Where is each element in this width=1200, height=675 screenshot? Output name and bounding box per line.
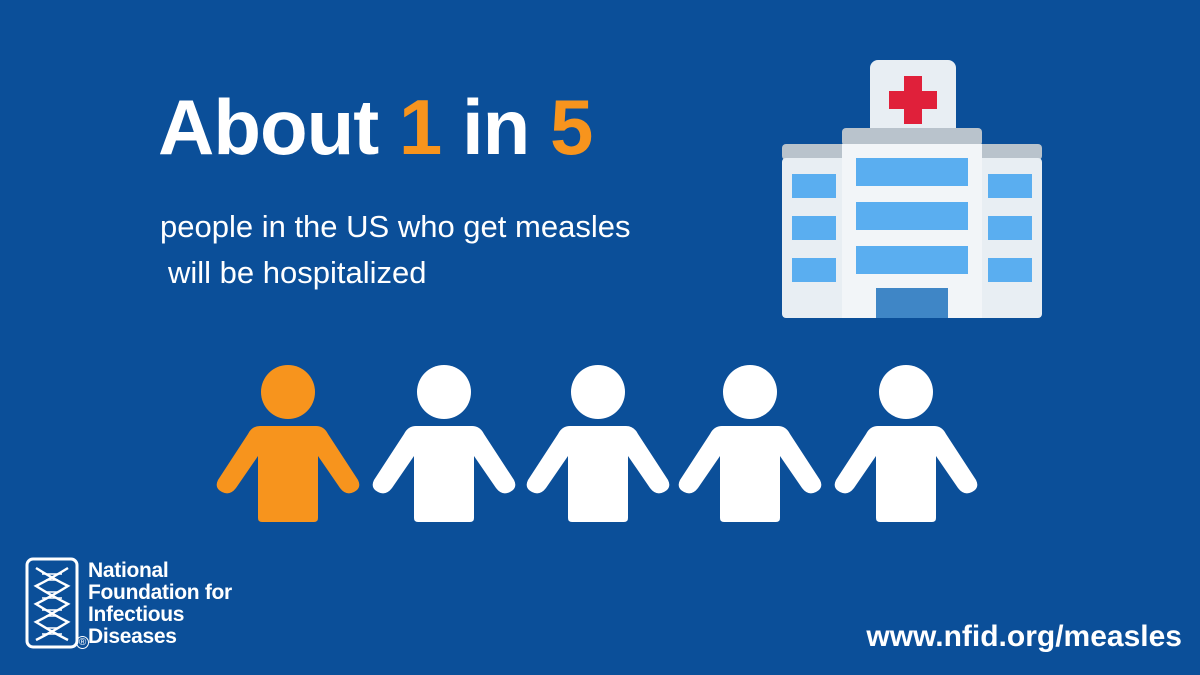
people-row [214,362,994,528]
registered-mark: ® [76,636,89,649]
website-url[interactable]: www.nfid.org/measles [866,620,1182,653]
headline: About 1 in 5 [158,88,593,166]
organization-name: National Foundation for Infectious Disea… [88,560,232,648]
organization-name-line: National [88,559,169,582]
headline-denominator: 5 [549,83,593,171]
headline-middle: in [441,83,550,171]
organization-name-line: Diseases [88,625,177,648]
person-icon [834,365,978,522]
subtext-line2: will be hospitalized [168,255,427,290]
person-icon [372,365,516,522]
headline-prefix: About [158,83,399,171]
person-icon [678,365,822,522]
subtext-line1: people in the US who get measles [160,209,631,244]
person-icon [526,365,670,522]
person-icon-highlighted [216,365,360,522]
subtext: people in the US who get measles will be… [160,204,720,296]
headline-numerator: 1 [398,83,442,171]
organization-name-line: Infectious [88,603,185,626]
hospital-icon [782,60,1042,318]
nfid-logo: ® National Foundation for Infectious Dis… [24,556,232,656]
nfid-logo-icon [25,557,79,649]
organization-name-line: Foundation for [88,581,232,604]
